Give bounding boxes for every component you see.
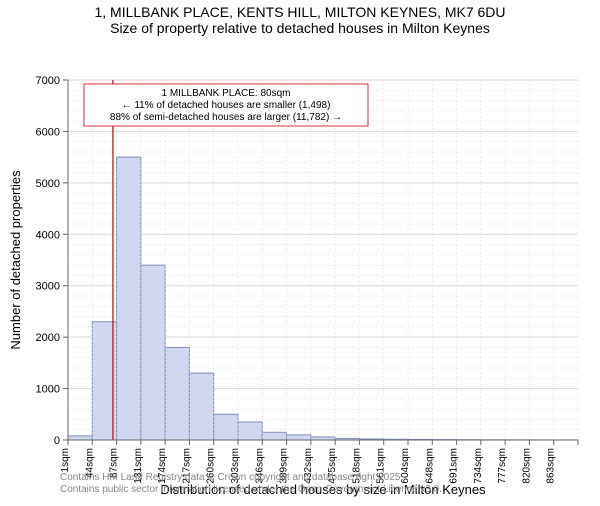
y-tick-label: 4000: [36, 229, 60, 241]
callout-line: 1 MILLBANK PLACE: 80sqm: [162, 88, 291, 99]
histogram-bar: [262, 432, 286, 440]
histogram-bar: [189, 373, 213, 440]
title-line1: 1, MILLBANK PLACE, KENTS HILL, MILTON KE…: [0, 4, 600, 20]
histogram-chart: 010002000300040005000600070001sqm44sqm87…: [0, 36, 600, 506]
y-tick-label: 7000: [36, 75, 60, 87]
y-axis-label: Number of detached properties: [8, 170, 23, 350]
title-line2: Size of property relative to detached ho…: [0, 20, 600, 36]
callout-line: 88% of semi-detached houses are larger (…: [110, 112, 342, 123]
histogram-bar: [68, 436, 92, 440]
histogram-bar: [165, 347, 189, 440]
callout-line: ← 11% of detached houses are smaller (1,…: [122, 100, 331, 111]
y-tick-label: 3000: [36, 281, 60, 293]
footer-line2: Contains public sector information licen…: [60, 484, 442, 496]
y-tick-label: 2000: [36, 332, 60, 344]
y-tick-label: 0: [54, 435, 60, 447]
y-tick-label: 5000: [36, 178, 60, 190]
chart-title-block: 1, MILLBANK PLACE, KENTS HILL, MILTON KE…: [0, 0, 600, 36]
footer-attribution: Contains HM Land Registry data © Crown c…: [60, 472, 442, 496]
histogram-bar: [238, 422, 262, 440]
y-tick-label: 1000: [36, 384, 60, 396]
x-tick-label: 691sqm: [449, 448, 460, 484]
x-tick-label: 820sqm: [521, 448, 532, 484]
x-tick-label: 1sqm: [60, 448, 71, 472]
x-tick-label: 863sqm: [546, 448, 557, 484]
x-tick-label: 734sqm: [473, 448, 484, 484]
histogram-bar: [287, 435, 311, 440]
footer-line1: Contains HM Land Registry data © Crown c…: [60, 472, 442, 484]
histogram-bar: [141, 265, 165, 440]
x-tick-label: 777sqm: [497, 448, 508, 484]
histogram-bar: [117, 157, 141, 440]
y-tick-label: 6000: [36, 126, 60, 138]
histogram-bar: [214, 414, 238, 440]
